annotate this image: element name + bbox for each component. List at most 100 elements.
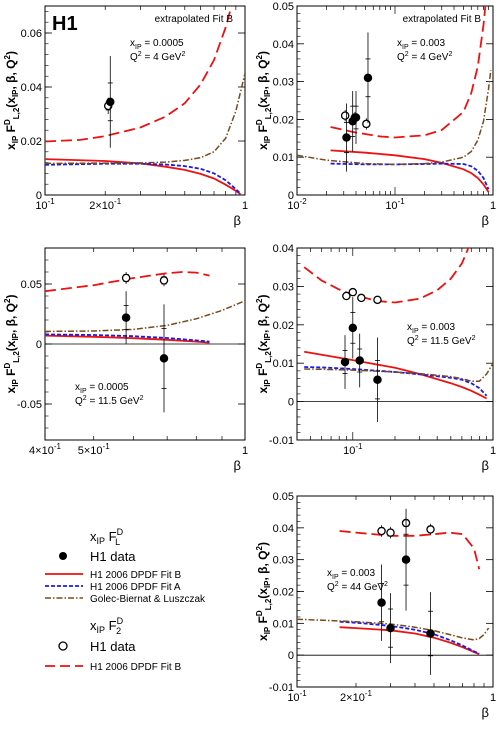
x-tick-label: 4×10-1 bbox=[29, 442, 61, 457]
annotation-x-ip: xIP = 0.0005 bbox=[130, 38, 184, 51]
y-label-part: D bbox=[3, 363, 12, 369]
y-axis-label: xIP FDL,2(xIP, β, Q2) bbox=[3, 51, 21, 150]
curves bbox=[297, 530, 490, 656]
y-tick-label: 0.05 bbox=[273, 1, 294, 13]
y-label-part: F bbox=[256, 125, 270, 136]
annotation-x-ip: xIP = 0.003 bbox=[327, 568, 375, 581]
y-tick-label: 0.02 bbox=[21, 136, 42, 148]
x-tick-label: 1 bbox=[490, 692, 496, 704]
x-tick-base: 10 bbox=[287, 692, 299, 704]
y-tick-label: -0.01 bbox=[269, 435, 294, 447]
legend-f2-data-label: H1 data bbox=[90, 639, 136, 654]
x-tick-base: 1 bbox=[242, 445, 248, 457]
x-tick-exp: -1 bbox=[114, 197, 122, 206]
y-axis-label: xIP FDL,2(xIP, β, Q2) bbox=[3, 295, 21, 394]
y-tick-label: 0 bbox=[288, 397, 294, 409]
x-tick-exp: -1 bbox=[103, 442, 111, 451]
y-label-part: IP bbox=[263, 332, 272, 340]
ann-part: 2 bbox=[405, 51, 409, 58]
x-axis-label: β bbox=[234, 213, 241, 228]
curve-f2-fit-b bbox=[339, 530, 481, 570]
y-label-part: x bbox=[256, 634, 270, 641]
plot-frame bbox=[296, 5, 494, 196]
y-tick-label: 0.02 bbox=[273, 320, 294, 332]
y-label-part: , β, Q bbox=[256, 59, 270, 89]
curve-golec-biernat bbox=[304, 362, 493, 382]
y-axis-label: xIP FDL,2(xIP, β, Q2) bbox=[255, 51, 273, 150]
fl-data-point-marker bbox=[363, 73, 373, 83]
y-label-part: IP bbox=[11, 332, 20, 340]
y-tick-label: 0 bbox=[288, 650, 294, 662]
fl-data-point-marker bbox=[377, 598, 386, 607]
f2-data-point-marker bbox=[386, 528, 395, 537]
y-tick-label: 0.01 bbox=[273, 358, 294, 370]
y-tick-label: -0.05 bbox=[17, 399, 42, 411]
ann-part: IP bbox=[80, 388, 87, 395]
x-tick-base: 10 bbox=[287, 200, 299, 212]
y-label-part: 2 bbox=[3, 54, 12, 59]
y-label-part: D bbox=[255, 119, 264, 125]
ann-part: 2 bbox=[472, 335, 476, 342]
ann-part: Q bbox=[397, 52, 405, 63]
ann-part: x bbox=[327, 568, 332, 579]
x-tick-base: 1 bbox=[490, 692, 496, 704]
ann-part: x bbox=[130, 38, 135, 49]
ann-part: IP bbox=[135, 44, 142, 51]
curve-fl-fit-a bbox=[304, 366, 488, 397]
y-label-part: L,2 bbox=[264, 598, 273, 610]
plot-frame bbox=[44, 5, 246, 196]
ann-part: IP bbox=[332, 574, 339, 581]
ann-part: x bbox=[75, 382, 80, 393]
curve-golec-biernat bbox=[297, 70, 492, 166]
annotation-q2: Q2 = 11.5 GeV2 bbox=[75, 395, 144, 407]
y-tick-label: 0.04 bbox=[273, 523, 294, 535]
ann-part: 2 bbox=[448, 51, 452, 58]
y-label-part: x bbox=[256, 143, 270, 150]
curve-fl-fit-b bbox=[339, 626, 480, 656]
y-label-part: L,2 bbox=[264, 351, 273, 363]
f2-data-point-marker bbox=[340, 111, 350, 120]
x-tick-exp: -2 bbox=[300, 197, 308, 206]
y-tick-label: 0.03 bbox=[273, 281, 294, 293]
ann-part: 2 bbox=[138, 51, 142, 58]
x-tick-label: 10-2 bbox=[287, 197, 307, 212]
f2-data-point-marker bbox=[159, 276, 169, 285]
curve-fl-fit-a bbox=[339, 620, 480, 655]
y-label-part: x bbox=[4, 143, 18, 150]
annotation-x-ip: xIP = 0.003 bbox=[397, 38, 445, 51]
x-tick-base: 2×10 bbox=[89, 200, 114, 212]
curve-f2-fit-b bbox=[330, 6, 487, 139]
y-label-part: 2 bbox=[255, 298, 264, 303]
y-tick-label: 0.06 bbox=[21, 28, 42, 40]
x-tick-exp: -1 bbox=[54, 442, 62, 451]
fl-data-point-marker bbox=[355, 356, 364, 365]
figure-label-h1: H1 bbox=[52, 13, 78, 35]
y-label-part: ) bbox=[256, 542, 270, 546]
ann-part: 2 bbox=[335, 581, 339, 588]
curve-fl-fit-a bbox=[330, 162, 490, 190]
y-label-part: x bbox=[4, 386, 18, 393]
y-label-part: L,2 bbox=[12, 351, 21, 363]
x-tick-base: 10 bbox=[35, 200, 47, 212]
curve-f2-fit-b bbox=[303, 248, 470, 304]
y-tick-label: -0.01 bbox=[269, 682, 294, 694]
f2-data-point-marker bbox=[342, 291, 351, 301]
y-tick-label: 0.02 bbox=[273, 587, 294, 599]
y-label-part: (x bbox=[256, 588, 270, 599]
fl-data-point-marker bbox=[401, 555, 411, 564]
fl-data-point-marker bbox=[121, 313, 131, 322]
fl-data-point-marker bbox=[340, 357, 350, 367]
annotation-q2: Q2 = 44 GeV2 bbox=[327, 581, 388, 593]
x-tick-label: 5×10-1 bbox=[78, 442, 110, 457]
y-label-part: IP bbox=[11, 89, 20, 97]
curves bbox=[45, 6, 245, 195]
fl-data-point-marker bbox=[106, 97, 115, 107]
x-tick-base: 2×10 bbox=[340, 692, 365, 704]
ann-part: 2 bbox=[181, 51, 185, 58]
fl-data-point-marker bbox=[373, 375, 382, 384]
x-tick-base: 10 bbox=[343, 445, 355, 457]
f2-data-point-marker bbox=[348, 287, 358, 297]
